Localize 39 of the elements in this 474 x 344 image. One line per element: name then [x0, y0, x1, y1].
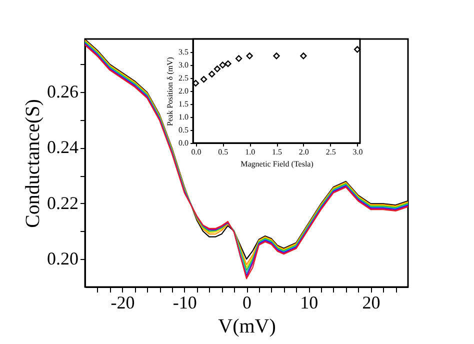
y-axis-title: Conductance(S) — [22, 99, 44, 228]
point — [214, 66, 221, 72]
y-tick-label: 2.0 — [178, 86, 188, 96]
x-tick-label: 0.0 — [191, 148, 202, 156]
x-axis-title: Magnetic Field (Tesla) — [240, 160, 314, 168]
point — [246, 52, 253, 60]
y-tick-label: 0.5 — [178, 126, 188, 134]
point — [354, 46, 361, 53]
y-tick-label: 1.0 — [178, 112, 188, 122]
x-tick-label: 3.0 — [352, 148, 363, 156]
y-tick-label: 3.5 — [178, 48, 188, 56]
x-tick-label: 2.0 — [298, 148, 309, 156]
x-tick-label: 2.5 — [326, 148, 336, 156]
y-tick-label: 0.26 — [47, 81, 78, 102]
point — [208, 70, 216, 78]
point — [235, 55, 242, 62]
point — [224, 60, 232, 68]
point — [273, 52, 280, 60]
x-tick-label: 1.0 — [245, 148, 256, 156]
x-axis-title: V(mV) — [218, 316, 276, 338]
y-tick-label: 1.5 — [178, 100, 188, 108]
y-tick-label: 0.20 — [47, 248, 78, 269]
point — [192, 80, 200, 87]
y-tick-label: 0.22 — [47, 192, 78, 213]
x-tick-label: 10 — [300, 292, 318, 312]
x-tick-label: -20 — [110, 292, 135, 312]
x-tick-label: -10 — [172, 292, 197, 312]
x-tick-label: 20 — [362, 292, 380, 312]
point — [300, 52, 307, 60]
point — [200, 76, 208, 83]
point — [219, 62, 226, 68]
x-tick-label: 0.5 — [218, 148, 228, 156]
y-tick-label: 0.24 — [47, 137, 78, 158]
x-tick-label: 1.5 — [272, 148, 282, 156]
y-tick-label: 2.5 — [178, 74, 188, 82]
x-tick-label: 0 — [242, 292, 252, 312]
y-tick-label: 3.0 — [178, 60, 188, 70]
y-axis-title: Peak Position δ (mV) — [166, 56, 174, 126]
y-tick-label: 0.0 — [178, 138, 188, 148]
